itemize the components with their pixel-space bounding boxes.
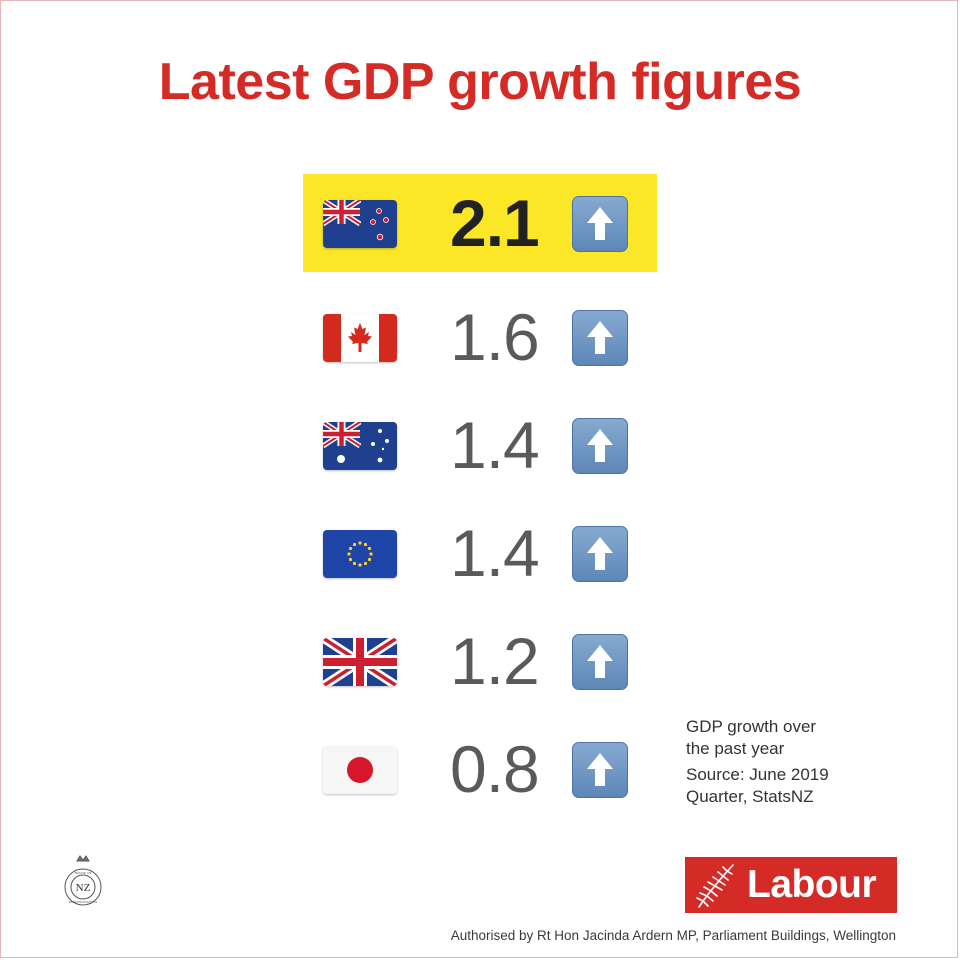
page-title: Latest GDP growth figures xyxy=(158,53,802,111)
note-line: GDP growth over xyxy=(686,717,817,736)
gdp-row-uk: 1.2 xyxy=(0,612,960,708)
note-line: Source: June 2019 xyxy=(686,765,829,784)
fern-icon xyxy=(689,859,739,911)
gdp-value: 1.4 xyxy=(450,516,540,590)
house-of-representatives-crest-icon: NZ HOUSE OF REPRESENTATIVES xyxy=(48,853,118,913)
gdp-value: 1.4 xyxy=(450,408,540,482)
japan-flag-icon xyxy=(323,746,397,794)
gdp-row-japan: 0.8 xyxy=(0,720,960,816)
up-arrow-icon xyxy=(572,742,628,798)
gdp-row-australia: 1.4 xyxy=(0,396,960,492)
australia-flag-icon xyxy=(323,422,397,470)
svg-text:REPRESENTATIVES: REPRESENTATIVES xyxy=(69,900,98,904)
gdp-row-canada: 1.6 xyxy=(0,288,960,384)
up-arrow-icon xyxy=(572,526,628,582)
uk-flag-icon xyxy=(323,638,397,686)
authorisation-statement: Authorised by Rt Hon Jacinda Ardern MP, … xyxy=(450,928,896,943)
canada-flag-icon xyxy=(323,314,397,362)
gdp-value: 2.1 xyxy=(450,186,540,260)
gdp-row-new-zealand: 2.1 xyxy=(0,174,960,272)
labour-wordmark: Labour xyxy=(747,863,877,906)
labour-logo: Labour xyxy=(685,857,897,913)
svg-text:HOUSE OF: HOUSE OF xyxy=(74,871,91,875)
gdp-row-eu: 1.4 xyxy=(0,504,960,600)
eu-flag-icon xyxy=(323,530,397,578)
gdp-value: 1.6 xyxy=(450,300,540,374)
source-note: GDP growth over the past year Source: Ju… xyxy=(686,716,886,808)
up-arrow-icon xyxy=(572,418,628,474)
gdp-value: 0.8 xyxy=(450,732,540,806)
up-arrow-icon xyxy=(572,310,628,366)
new-zealand-flag-icon xyxy=(323,200,397,248)
gdp-value: 1.2 xyxy=(450,624,540,698)
up-arrow-icon xyxy=(572,634,628,690)
note-line: the past year xyxy=(686,739,785,758)
crest-nz-text: NZ xyxy=(76,882,91,894)
note-line: Quarter, StatsNZ xyxy=(686,787,814,806)
up-arrow-icon xyxy=(572,196,628,252)
